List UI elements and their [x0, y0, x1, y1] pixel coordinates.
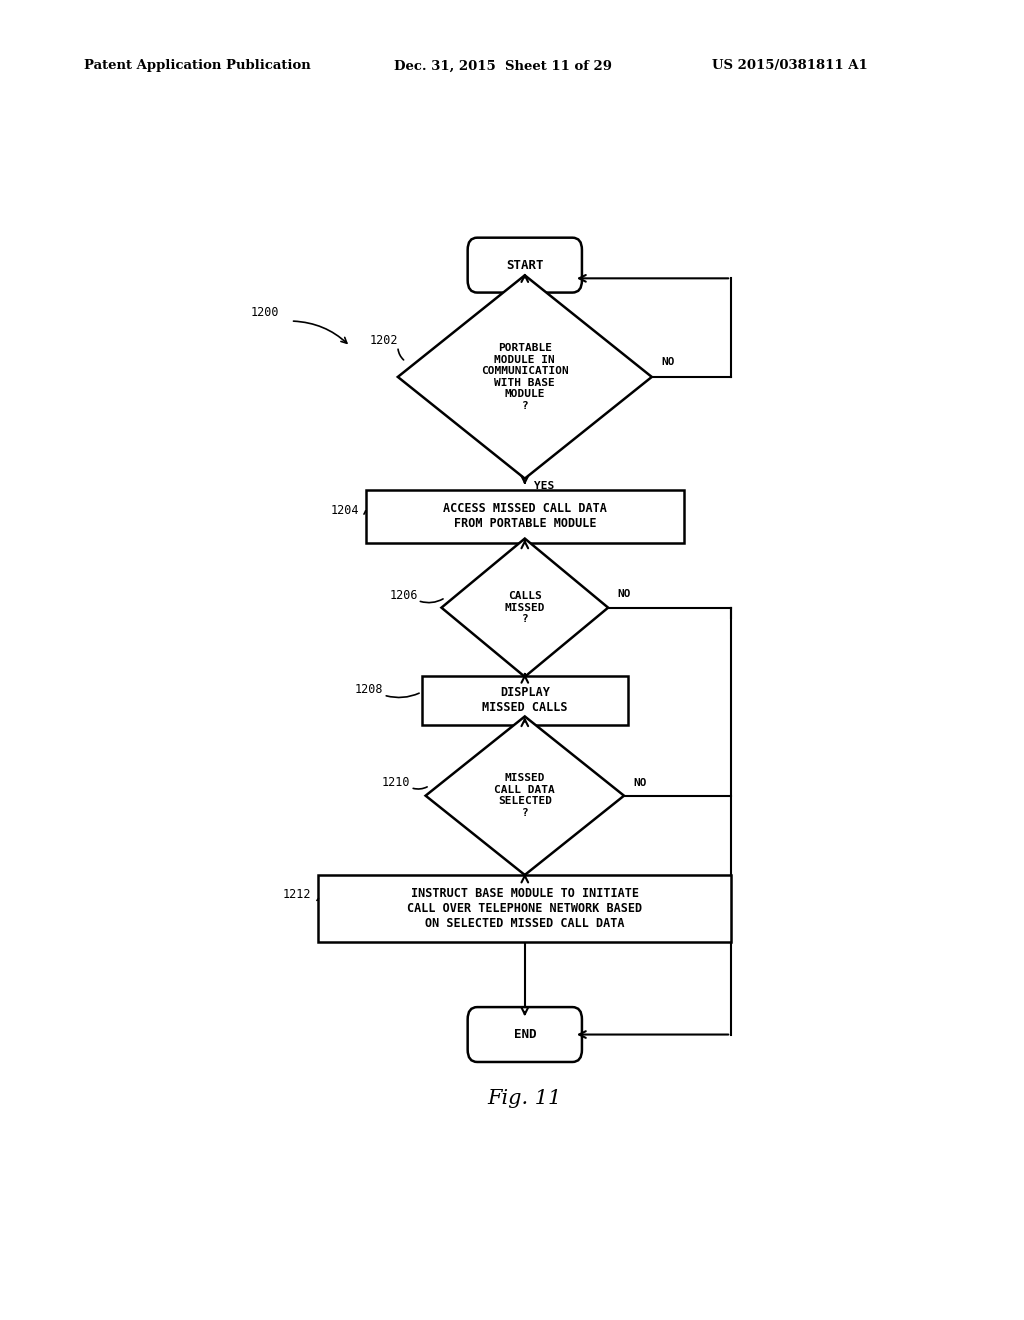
Text: 1210: 1210 — [382, 776, 411, 788]
Bar — [367, 490, 684, 543]
Text: YES: YES — [535, 480, 555, 491]
Text: YES: YES — [535, 879, 555, 890]
Polygon shape — [397, 276, 652, 479]
Text: NO: NO — [634, 777, 647, 788]
FancyBboxPatch shape — [468, 1007, 582, 1063]
Bar — [318, 875, 731, 941]
Polygon shape — [441, 539, 608, 677]
Text: YES: YES — [535, 681, 555, 690]
FancyBboxPatch shape — [468, 238, 582, 293]
Text: Dec. 31, 2015  Sheet 11 of 29: Dec. 31, 2015 Sheet 11 of 29 — [394, 59, 612, 73]
Text: NO: NO — [617, 590, 631, 599]
Text: END: END — [514, 1028, 536, 1041]
Text: 1212: 1212 — [283, 888, 311, 902]
Text: Patent Application Publication: Patent Application Publication — [84, 59, 310, 73]
Bar — [422, 676, 628, 725]
Text: 1204: 1204 — [331, 504, 358, 517]
Text: PORTABLE
MODULE IN
COMMUNICATION
WITH BASE
MODULE
?: PORTABLE MODULE IN COMMUNICATION WITH BA… — [481, 343, 568, 411]
Text: 1202: 1202 — [370, 334, 398, 347]
Text: 1200: 1200 — [251, 306, 280, 319]
Text: Fig. 11: Fig. 11 — [487, 1089, 562, 1107]
Text: MISSED
CALL DATA
SELECTED
?: MISSED CALL DATA SELECTED ? — [495, 774, 555, 818]
Text: 1206: 1206 — [390, 589, 419, 602]
Text: NO: NO — [662, 356, 675, 367]
Text: START: START — [506, 259, 544, 272]
Text: ACCESS MISSED CALL DATA
FROM PORTABLE MODULE: ACCESS MISSED CALL DATA FROM PORTABLE MO… — [442, 502, 607, 531]
Text: CALLS
MISSED
?: CALLS MISSED ? — [505, 591, 545, 624]
Text: US 2015/0381811 A1: US 2015/0381811 A1 — [712, 59, 867, 73]
Polygon shape — [426, 717, 624, 875]
Text: INSTRUCT BASE MODULE TO INITIATE
CALL OVER TELEPHONE NETWORK BASED
ON SELECTED M: INSTRUCT BASE MODULE TO INITIATE CALL OV… — [408, 887, 642, 931]
Text: DISPLAY
MISSED CALLS: DISPLAY MISSED CALLS — [482, 686, 567, 714]
Text: 1208: 1208 — [354, 682, 383, 696]
